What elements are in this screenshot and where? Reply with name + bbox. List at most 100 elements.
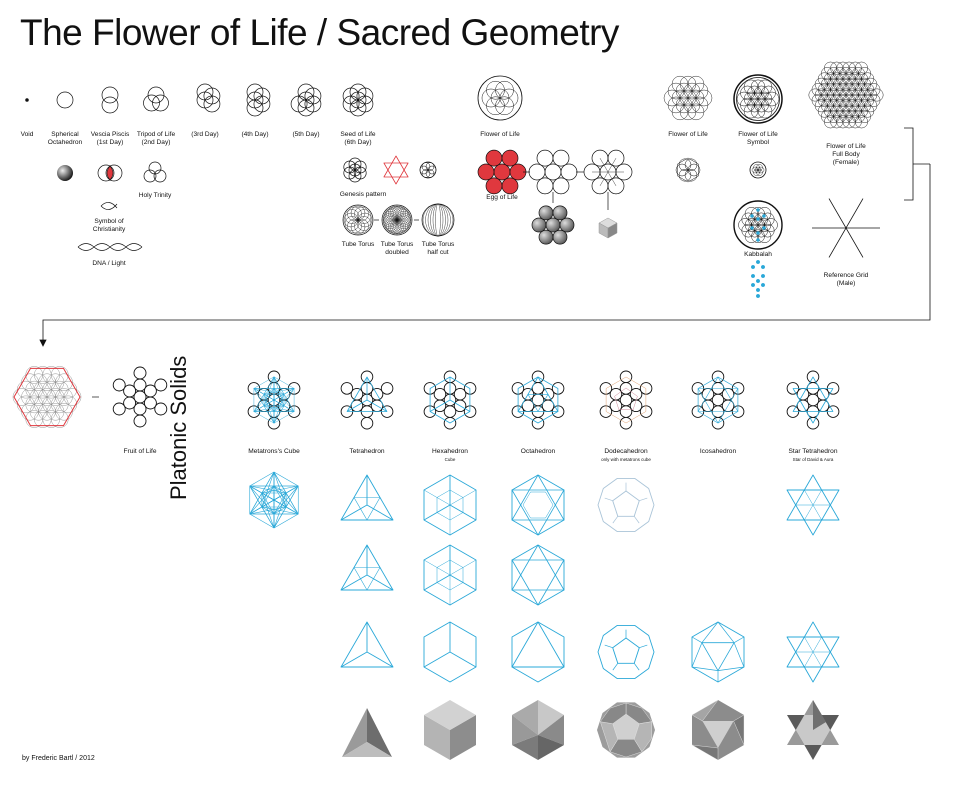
label-dodecahedron: Dodecahedron — [604, 448, 648, 455]
vesica-piscis-symbol — [101, 86, 119, 114]
label-4th-day: (4th Day) — [241, 131, 269, 138]
page-title: The Flower of Life / Sacred Geometry — [20, 12, 619, 53]
genesis-pattern-seed — [343, 157, 367, 183]
flower-of-life-symbol — [733, 74, 783, 124]
fruit-overlay-icosa — [691, 370, 745, 430]
fruit-overlay-dodeca — [599, 370, 653, 430]
octahedron-solid — [512, 700, 564, 760]
tetrahedron-wire-2 — [340, 544, 394, 591]
label-hexahedron: Hexahedron — [432, 448, 468, 455]
tetrahedron-wire-1 — [340, 474, 394, 521]
flower-of-life-red-hex — [12, 366, 82, 428]
icosahedron-wire-3 — [691, 621, 745, 683]
egg-of-life-outline — [528, 149, 578, 195]
flower-of-life-middle — [477, 75, 523, 121]
fruit-of-life-symbol — [112, 366, 168, 428]
hexahedron-solid — [424, 700, 476, 760]
label-genesis-pattern: Genesis pattern — [339, 191, 387, 198]
label-reference-grid: Reference Grid (Male) — [823, 272, 869, 287]
label-flower-of-life-mid: Flower of Life — [480, 131, 520, 138]
dna-helix-symbol — [77, 243, 143, 251]
credit: by Frederic Bartl / 2012 — [22, 755, 95, 762]
label-star-tetrahedron: Star Tetrahedron — [788, 448, 838, 455]
hexahedron-wire-1 — [423, 474, 477, 536]
dodecahedron-solid — [597, 702, 655, 758]
label-hexahedron-cube: Cube — [444, 457, 456, 462]
red-vesica-symbol — [97, 164, 123, 182]
kabbalah-flower — [733, 200, 783, 250]
holy-trinity-symbol — [143, 161, 167, 183]
tetrahedron-solid — [342, 708, 392, 757]
hexahedron-wire-2 — [423, 544, 477, 606]
tetrahedron-wire-3 — [340, 621, 394, 668]
label-tube-torus-doubled: Tube Torus doubled — [380, 241, 414, 256]
kabbalah-tree-of-life — [751, 260, 766, 299]
egg-of-life-overlay — [583, 149, 633, 195]
egg-of-life-red — [477, 149, 527, 195]
fruit-overlay-octa — [511, 370, 565, 430]
label-fruit-of-life: Fruit of Life — [123, 448, 157, 455]
label-octahedron: Octahedron — [520, 448, 556, 455]
label-tetrahedron: Tetrahedron — [349, 448, 385, 455]
egg-of-life-cube — [598, 217, 618, 239]
label-egg-of-life: Egg of Life — [486, 194, 518, 201]
label-spherical-octahedron: Spherical Octahedron — [47, 131, 83, 146]
section-title-platonic-solids: Platonic Solids — [166, 355, 191, 500]
fruit-overlay-hexa — [423, 370, 477, 430]
label-icosahedron: Icosahedron — [699, 448, 737, 455]
tube-torus-symbol — [342, 204, 374, 236]
day4-symbol — [246, 83, 271, 117]
star-symbol — [675, 157, 701, 183]
label-flower-of-life-right: Flower of Life — [668, 131, 708, 138]
egg-of-life-spheres — [531, 205, 575, 245]
reference-grid-male — [812, 198, 880, 258]
label-flower-of-life-full-body: Flower of Life Full Body (Female) — [826, 143, 866, 166]
label-holy-trinity: Holy Trinity — [138, 192, 172, 199]
genesis-star-of-david — [383, 155, 409, 185]
label-star-tetrahedron-sub: Star of David & Aura — [792, 457, 834, 462]
label-5th-day: (5th Day) — [292, 131, 320, 138]
label-seed-of-life: Seed of Life (6th Day) — [340, 131, 376, 146]
flow-arrows — [39, 127, 931, 347]
genesis-small-rosette — [419, 161, 437, 179]
label-vesica-piscis: Vescia Piscis (1st Day) — [90, 131, 130, 146]
hexahedron-wire-3 — [423, 621, 477, 683]
day5-symbol — [290, 83, 322, 117]
octahedron-wire-3 — [511, 621, 565, 683]
dodecahedron-wire-3 — [597, 624, 655, 680]
label-flower-of-life-symbol: Flower of Life Symbol — [738, 131, 778, 146]
ichthys-fish-symbol — [100, 202, 118, 210]
dodecahedron-wire-1 — [597, 477, 655, 533]
label-3rd-day: (3rd Day) — [191, 131, 219, 138]
metatron-wireframe — [249, 471, 299, 529]
fruit-overlay-metatron — [247, 370, 301, 430]
label-dodecahedron-note: only with metatrons cube — [601, 457, 651, 462]
star-tetrahedron-solid — [787, 700, 839, 760]
seed-of-life-symbol — [342, 83, 374, 117]
label-void: Void — [20, 131, 34, 138]
small-flower-symbol — [749, 161, 767, 179]
star-tetrahedron-wire-3 — [786, 621, 840, 683]
octahedron-wire-1 — [511, 474, 565, 536]
label-tube-torus: Tube Torus — [341, 241, 375, 248]
fruit-overlay-star — [786, 370, 840, 430]
label-dna-light: DNA / Light — [92, 260, 126, 267]
flower-of-life-full-body — [808, 61, 884, 129]
label-symbol-of-christianity: Symbol of Christianity — [92, 218, 126, 233]
spherical-octahedron-circle — [56, 91, 74, 109]
tube-torus-doubled-symbol — [381, 204, 413, 236]
tripod-of-life-symbol — [143, 86, 169, 112]
label-tube-torus-half-cut: Tube Torus half cut — [421, 241, 455, 256]
sphere-ball — [57, 165, 73, 181]
octahedron-wire-2 — [511, 544, 565, 606]
day3-symbol — [196, 83, 221, 113]
fruit-overlay-tetra — [340, 370, 394, 430]
label-kabbalah: Kabbalah — [744, 251, 772, 258]
icosahedron-solid — [691, 699, 745, 761]
flower-of-life-right — [663, 75, 713, 121]
star-tetrahedron-wire-1 — [786, 474, 840, 536]
tube-torus-half-cut-symbol — [421, 203, 455, 237]
label-metatrons-cube: Metatrons's Cube — [248, 448, 300, 455]
